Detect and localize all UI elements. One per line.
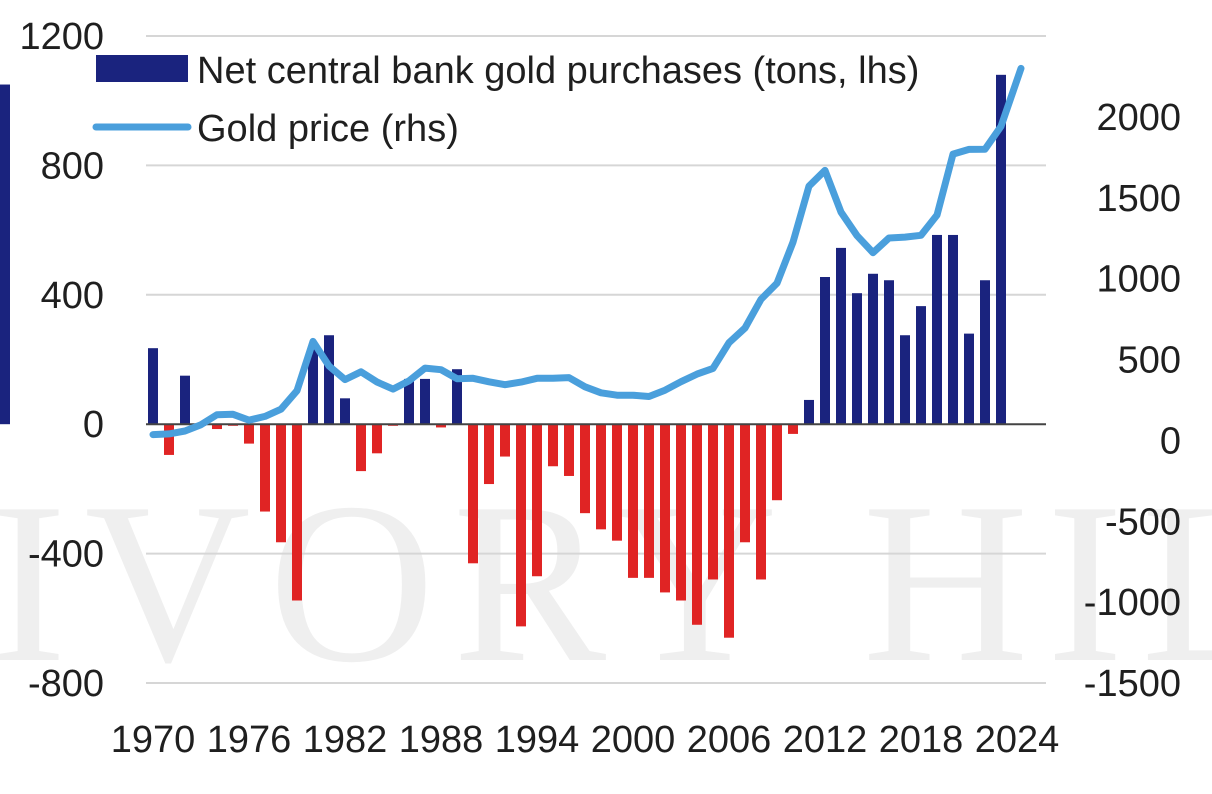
- bar: [420, 378, 430, 425]
- bar: [372, 424, 382, 454]
- bar: [852, 293, 862, 425]
- bar: [532, 424, 542, 577]
- left-tick-label: 400: [41, 275, 104, 317]
- bar: [452, 369, 462, 425]
- bar: [660, 424, 670, 593]
- x-tick-label: 2012: [783, 719, 868, 761]
- bar: [820, 277, 830, 425]
- bar-series: [0, 74, 1006, 638]
- x-tick-label: 2024: [975, 719, 1060, 761]
- bar: [260, 424, 270, 512]
- left-axis-ticks: 1200 800 400 0 -400 -800: [19, 16, 104, 705]
- right-tick-label: -1000: [1084, 582, 1181, 624]
- bar: [244, 424, 254, 444]
- bar: [180, 375, 190, 425]
- bar: [948, 234, 958, 425]
- bar: [324, 335, 334, 425]
- bar: [148, 348, 158, 425]
- bar: [996, 74, 1006, 425]
- right-tick-label: 500: [1118, 340, 1181, 382]
- legend-label-bars: Net central bank gold purchases (tons, l…: [197, 50, 919, 92]
- right-tick-label: 2000: [1096, 97, 1181, 139]
- bar: [964, 333, 974, 425]
- right-tick-label: -1500: [1084, 663, 1181, 705]
- bar: [644, 424, 654, 578]
- bar: [708, 424, 718, 580]
- bar: [980, 280, 990, 425]
- right-tick-label: 1000: [1096, 259, 1181, 301]
- bar: [836, 247, 846, 425]
- left-tick-label: 1200: [19, 16, 104, 58]
- bar: [788, 424, 798, 434]
- bar: [724, 424, 734, 638]
- bar: [676, 424, 686, 601]
- bar: [500, 424, 510, 457]
- x-tick-label: 1988: [399, 719, 484, 761]
- bar: [596, 424, 606, 530]
- bar: [756, 424, 766, 580]
- bar: [340, 398, 350, 425]
- left-tick-label: -400: [28, 534, 104, 576]
- bar: [356, 424, 366, 472]
- left-tick-label: 0: [83, 404, 104, 446]
- bar: [404, 378, 414, 425]
- bar: [276, 424, 286, 543]
- bar: [484, 424, 494, 485]
- legend: Net central bank gold purchases (tons, l…: [92, 50, 919, 150]
- bar: [900, 335, 910, 425]
- x-tick-label: 1976: [207, 719, 292, 761]
- bar: [628, 424, 638, 578]
- left-tick-label: -800: [28, 663, 104, 705]
- bar: [612, 424, 622, 541]
- x-tick-label: 2018: [879, 719, 964, 761]
- bar: [292, 424, 302, 601]
- bar: [164, 424, 174, 455]
- bar: [212, 424, 222, 430]
- bar: [468, 424, 478, 564]
- x-tick-label: 2000: [591, 719, 676, 761]
- right-tick-label: 0: [1160, 420, 1181, 462]
- x-tick-label: 2006: [687, 719, 772, 761]
- bar: [436, 424, 446, 428]
- legend-label-line: Gold price (rhs): [197, 108, 459, 150]
- x-tick-label: 1982: [303, 719, 388, 761]
- right-tick-label: 1500: [1096, 178, 1181, 220]
- bar: [580, 424, 590, 514]
- bar: [884, 280, 894, 425]
- right-tick-label: -500: [1105, 501, 1181, 543]
- bar: [548, 424, 558, 467]
- bar: [772, 424, 782, 501]
- bar: [932, 234, 942, 425]
- bar: [804, 399, 814, 425]
- gold-price-line: [149, 64, 1025, 439]
- bar: [0, 84, 10, 425]
- x-tick-label: 1994: [495, 719, 580, 761]
- bar: [692, 424, 702, 625]
- bar: [516, 424, 526, 627]
- x-tick-label: 1970: [111, 719, 196, 761]
- bar: [564, 424, 574, 476]
- right-axis-ticks: 2000 1500 1000 500 0 -500 -1000 -1500: [1084, 97, 1181, 705]
- bar: [916, 306, 926, 425]
- legend-swatch-bars: [96, 55, 188, 82]
- bar: [740, 424, 750, 543]
- x-axis-ticks: 1970 1976 1982 1988 1994 2000 2006 2012 2018 2024: [111, 719, 1060, 761]
- bar: [868, 273, 878, 425]
- left-tick-label: 800: [41, 145, 104, 187]
- bar: [308, 348, 318, 425]
